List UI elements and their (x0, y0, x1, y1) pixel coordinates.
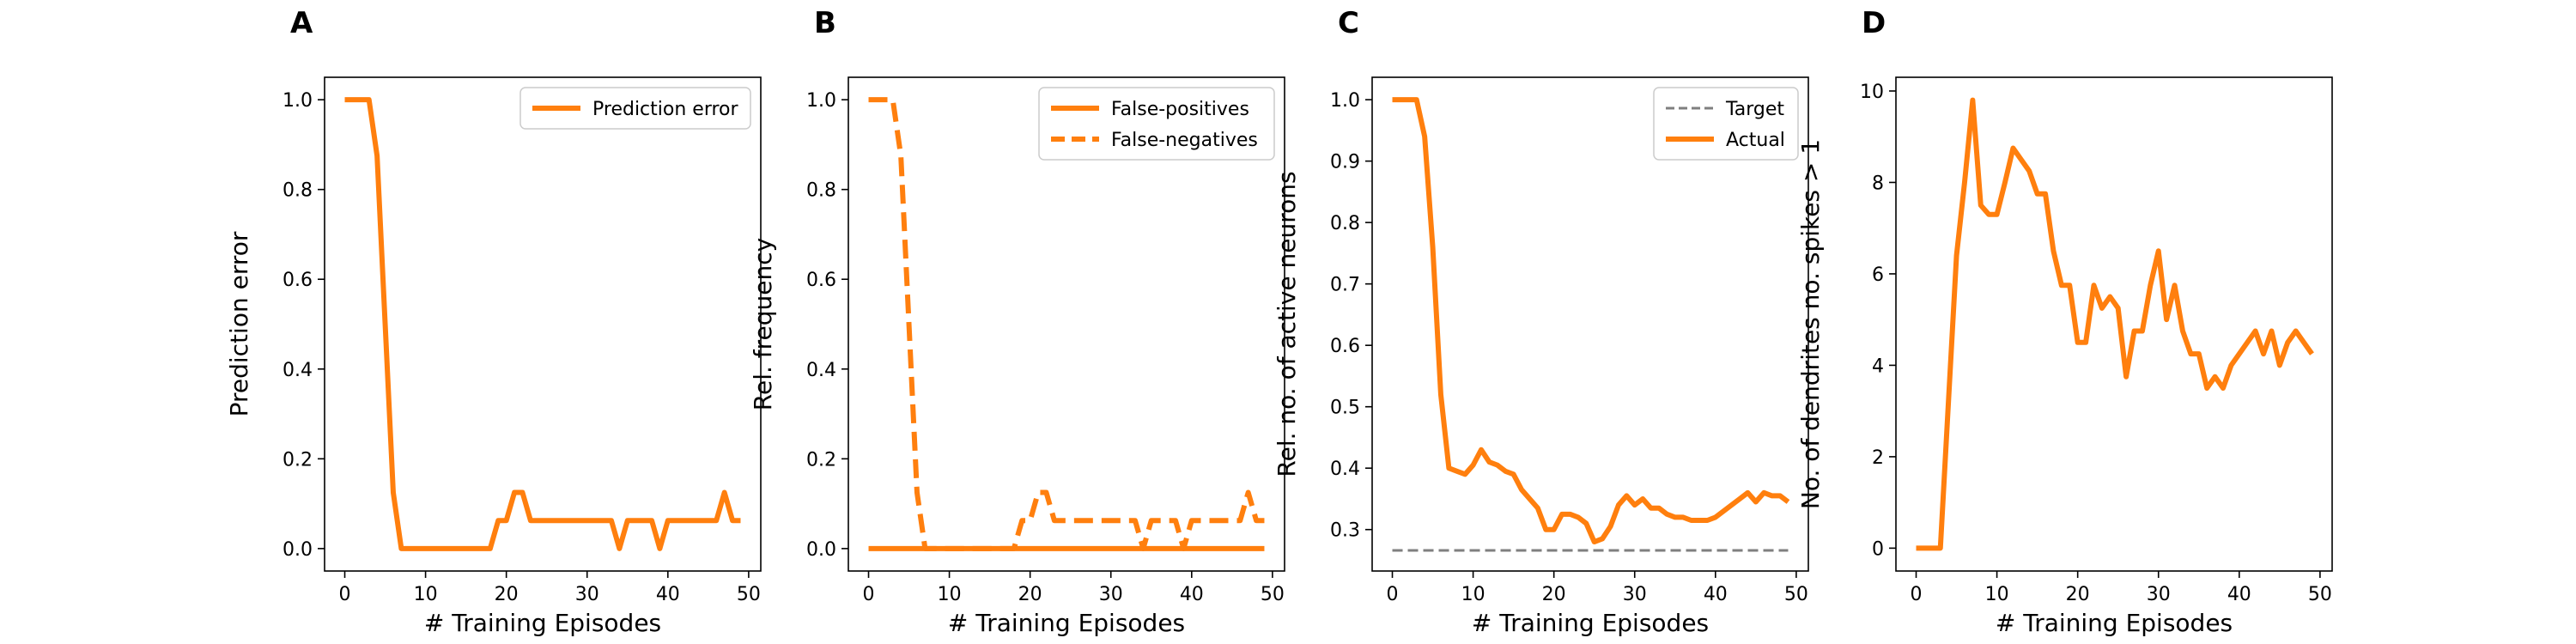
x-tick-label: 0 (1911, 584, 1923, 605)
axes-frame (848, 76, 1285, 572)
y-tick-label: 8 (1872, 173, 1884, 194)
y-tick-label: 0.2 (283, 449, 313, 471)
legend-label: Actual (1726, 130, 1785, 151)
series-line-false-negatives (868, 97, 1265, 551)
x-axis-label: # Training Episodes (948, 609, 1185, 637)
series-line-prediction-error (344, 97, 741, 551)
y-tick-label: 0.4 (806, 360, 836, 381)
series-line-value (1916, 97, 2314, 551)
x-tick-label: 50 (737, 584, 761, 605)
y-tick-label: 0.5 (1330, 398, 1360, 419)
panel-c: C 0 10 20 30 40 50 0.3 0.4 0.5 0.6 0.7 0.8 0.9 1.0 # Tr… (1273, 6, 1809, 637)
series-lines (868, 97, 1265, 551)
x-tick-label: 0 (339, 584, 351, 605)
panel-label: D (1862, 6, 1886, 40)
y-tick-label: 4 (1872, 355, 1884, 377)
x-axis-label: # Training Episodes (1472, 609, 1709, 637)
y-tick-label: 0.8 (1330, 213, 1360, 234)
y-tick-label: 1.0 (1330, 90, 1360, 112)
y-tick-label: 0.6 (283, 270, 313, 291)
x-tick-label: 40 (1704, 584, 1728, 605)
y-tick-label: 0.2 (806, 449, 836, 471)
panel-label: A (290, 6, 313, 40)
x-tick-label: 40 (656, 584, 680, 605)
y-tick-label: 0.6 (1330, 336, 1360, 357)
y-tick-label: 0.4 (283, 360, 313, 381)
y-tick-label: 1.0 (283, 90, 313, 112)
series-lines (1392, 97, 1790, 552)
series-lines (1916, 97, 2314, 551)
x-tick-label: 10 (1461, 584, 1485, 605)
x-tick-label: 20 (1542, 584, 1566, 605)
panel-label: C (1338, 6, 1359, 40)
y-axis-label: Prediction error (225, 231, 253, 416)
panel-label: B (814, 6, 836, 40)
axes-frame (1371, 76, 1809, 572)
y-axis-label: No. of dendrites no. spikes > 1 (1796, 139, 1825, 509)
y-tick-label: 0.9 (1330, 152, 1360, 173)
legend: Target Actual (1653, 87, 1799, 161)
legend-label: False-positives (1111, 99, 1249, 120)
y-tick-label: 0.3 (1330, 520, 1360, 542)
x-tick-label: 0 (863, 584, 875, 605)
x-tick-label: 30 (575, 584, 599, 605)
legend-label: Target (1725, 99, 1784, 120)
x-tick-label: 20 (495, 584, 519, 605)
x-tick-label: 20 (1018, 584, 1042, 605)
x-tick-label: 10 (938, 584, 962, 605)
y-tick-label: 0.8 (806, 180, 836, 202)
legend: Prediction error (519, 87, 751, 130)
x-axis-label: # Training Episodes (1996, 609, 2233, 637)
x-tick-label: 0 (1387, 584, 1399, 605)
legend-box (519, 87, 751, 130)
y-tick-label: 1.0 (806, 90, 836, 112)
y-axis-label: Rel. no. of active neurons (1273, 171, 1301, 477)
legend: False-positives False-negatives (1038, 87, 1275, 161)
x-tick-label: 50 (1784, 584, 1808, 605)
y-tick-label: 2 (1872, 447, 1884, 469)
y-tick-label: 10 (1860, 82, 1884, 103)
y-tick-label: 0 (1872, 538, 1884, 560)
y-tick-label: 0.6 (806, 270, 836, 291)
y-tick-label: 0.0 (283, 539, 313, 561)
y-axis-label: Rel. frequency (749, 238, 777, 410)
panel-b: B 0 10 20 30 40 50 0.0 0.2 0.4 0.6 0.8 1.0 # Training… (749, 6, 1285, 637)
y-tick-label: 0.0 (806, 539, 836, 561)
y-tick-label: 0.7 (1330, 275, 1360, 296)
panel-d: D 0 10 20 30 40 50 0 2 4 6 8 10 # Training Episodes No… (1796, 6, 2333, 637)
x-axis-label: # Training Episodes (424, 609, 661, 637)
x-tick-label: 50 (2308, 584, 2332, 605)
x-tick-label: 20 (2066, 584, 2090, 605)
x-tick-label: 40 (2227, 584, 2251, 605)
y-tick-label: 0.8 (283, 180, 313, 202)
x-tick-label: 30 (1623, 584, 1647, 605)
axes-frame (1895, 76, 2333, 572)
y-tick-label: 6 (1872, 264, 1884, 286)
x-tick-label: 40 (1180, 584, 1204, 605)
x-tick-label: 10 (414, 584, 438, 605)
series-lines (344, 97, 741, 551)
y-tick-label: 0.4 (1330, 459, 1360, 480)
x-tick-label: 50 (1261, 584, 1285, 605)
x-tick-label: 10 (1985, 584, 2009, 605)
legend-label: Prediction error (592, 99, 738, 120)
legend-label: False-negatives (1111, 130, 1258, 151)
axes-frame (324, 76, 762, 572)
series-line-actual (1392, 97, 1790, 545)
x-tick-label: 30 (2147, 584, 2171, 605)
x-tick-label: 30 (1099, 584, 1123, 605)
panel-a: A 0 10 20 30 40 50 0.0 0.2 0.4 0.6 0.8 1.0 # Training… (225, 6, 762, 637)
